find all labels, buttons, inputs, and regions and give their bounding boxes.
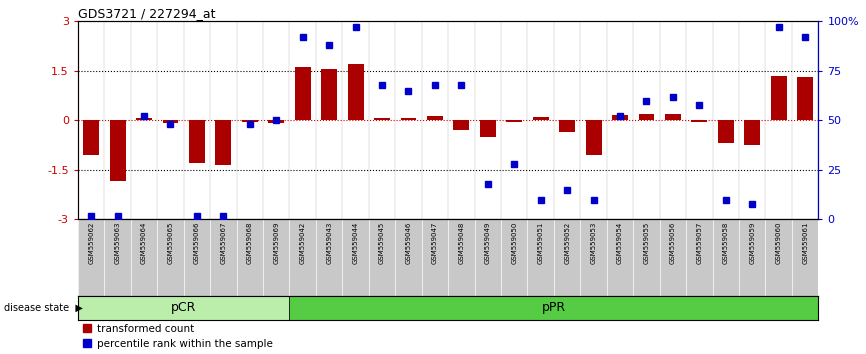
Bar [216,120,231,165]
Text: GSM559067: GSM559067 [220,222,226,264]
Text: GDS3721 / 227294_at: GDS3721 / 227294_at [78,7,216,20]
Bar [78,296,289,320]
Bar [744,120,760,145]
Bar [691,120,708,122]
Text: GSM559051: GSM559051 [538,222,544,264]
Text: GSM559044: GSM559044 [352,222,359,264]
Text: GSM559055: GSM559055 [643,222,650,264]
Bar [401,118,417,120]
Bar [427,116,443,120]
Bar [374,118,390,120]
Bar [612,115,628,120]
Text: GSM559063: GSM559063 [114,222,120,264]
Text: GSM559056: GSM559056 [670,222,676,264]
Text: GSM559054: GSM559054 [617,222,623,264]
Text: GSM559058: GSM559058 [723,222,729,264]
Text: GSM559043: GSM559043 [326,222,333,264]
Text: GSM559050: GSM559050 [511,222,517,264]
Text: GSM559064: GSM559064 [141,222,147,264]
Bar [136,118,152,120]
Bar [454,120,469,130]
Bar [242,120,258,122]
Bar [771,76,786,120]
Bar [718,120,734,143]
Text: GSM559060: GSM559060 [776,222,782,264]
Bar [798,78,813,120]
Text: GSM559047: GSM559047 [432,222,438,264]
Legend: transformed count, percentile rank within the sample: transformed count, percentile rank withi… [83,324,273,349]
Bar [289,296,818,320]
Text: GSM559046: GSM559046 [405,222,411,264]
Bar [189,120,205,163]
Text: GSM559048: GSM559048 [458,222,464,264]
Bar [83,120,99,155]
Bar [638,114,655,120]
Text: GSM559045: GSM559045 [379,222,385,264]
Text: disease state  ▶: disease state ▶ [4,303,83,313]
Bar [585,120,602,155]
Bar [665,114,681,120]
Bar [294,67,311,120]
Text: GSM559053: GSM559053 [591,222,597,264]
Text: pPR: pPR [542,302,566,314]
Text: GSM559068: GSM559068 [247,222,253,264]
Text: GSM559061: GSM559061 [802,222,808,264]
Bar [321,69,337,120]
Text: pCR: pCR [171,302,197,314]
Bar [268,120,284,123]
Bar [480,120,495,137]
Text: GSM559062: GSM559062 [88,222,94,264]
Text: GSM559052: GSM559052 [564,222,570,264]
Bar [507,120,522,122]
Bar [110,120,126,182]
Bar [163,120,178,123]
Text: GSM559049: GSM559049 [485,222,491,264]
Text: GSM559065: GSM559065 [167,222,173,264]
Bar [533,117,549,120]
Bar [347,63,364,120]
Text: GSM559069: GSM559069 [274,222,279,264]
Text: GSM559057: GSM559057 [696,222,702,264]
Bar [559,120,575,132]
Text: GSM559059: GSM559059 [749,222,755,264]
Text: GSM559066: GSM559066 [194,222,200,264]
Text: GSM559042: GSM559042 [300,222,306,264]
